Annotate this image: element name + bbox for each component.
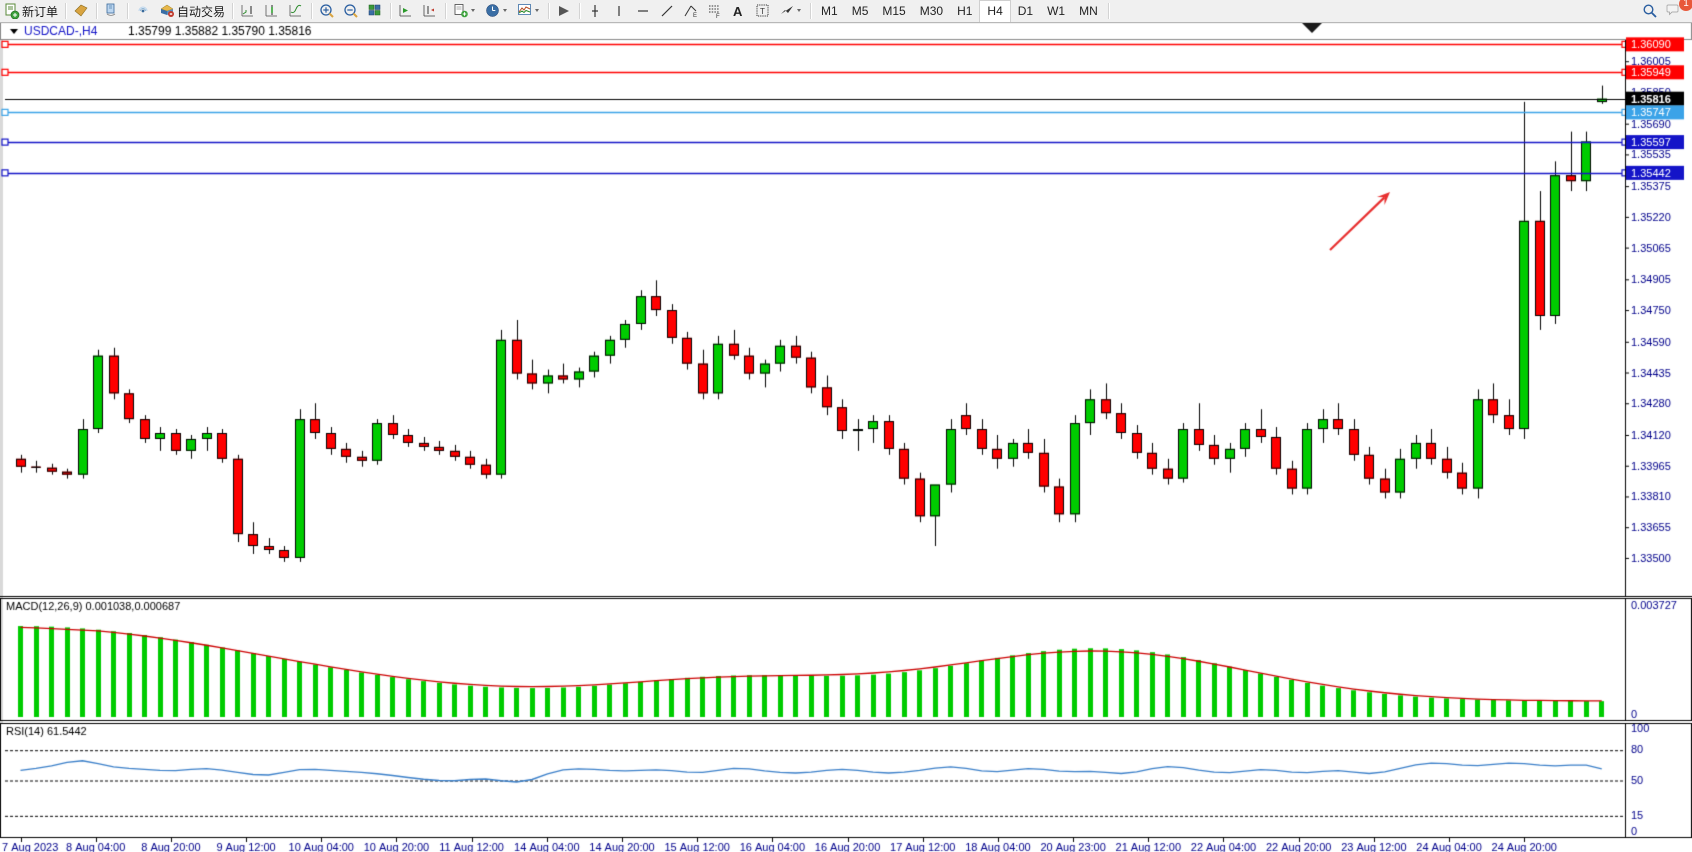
svg-text:T: T	[760, 7, 765, 16]
svg-text:E: E	[693, 13, 697, 19]
svg-text:F: F	[716, 14, 720, 19]
svg-text:A: A	[733, 4, 743, 19]
